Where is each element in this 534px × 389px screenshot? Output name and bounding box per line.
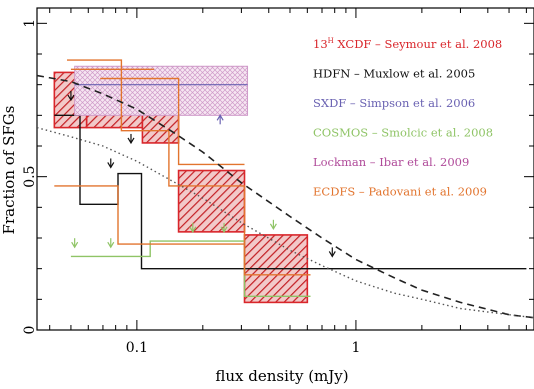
series-line (70, 240, 311, 297)
legend-entry: SXDF – Simpson et al. 2006 (313, 96, 475, 110)
limit-arrow (189, 222, 197, 234)
legend-entry: 13H XCDF – Seymour et al. 2008 (313, 37, 502, 51)
limit-arrow (127, 133, 135, 145)
plot-frame (36, 7, 534, 331)
limit-arrow (220, 222, 228, 234)
x-ticks: 0.1 1 (49, 8, 527, 356)
x-tick-label: 1 (351, 340, 360, 356)
legend-entry: Lockman – Ibar et al. 2009 (313, 155, 469, 169)
series-layer (37, 59, 534, 319)
data-box (74, 65, 249, 116)
limit-arrow (216, 114, 224, 125)
y-axis-label: Fraction of SFGs (0, 106, 18, 235)
y-ticks: 00.51 (22, 19, 534, 335)
legend-entry: ECDFS – Padovani et al. 2009 (313, 185, 487, 199)
y-tick-label: 0 (22, 326, 38, 335)
limit-arrow (67, 91, 75, 102)
model-curve (37, 74, 534, 319)
legend: 13H XCDF – Seymour et al. 2008 HDFN – Mux… (313, 37, 502, 199)
data-box (177, 169, 246, 233)
limit-arrow (107, 238, 115, 249)
limit-arrow (71, 238, 79, 249)
limit-arrow (107, 158, 115, 169)
limit-arrow (328, 247, 336, 258)
y-tick-label: 0.5 (22, 166, 38, 188)
series-line (100, 77, 245, 166)
series-line (54, 185, 245, 245)
limit-arrow (269, 219, 277, 230)
arrows-layer (67, 91, 336, 258)
series-line (67, 59, 311, 276)
y-tick-label: 1 (22, 19, 38, 28)
legend-entry: HDFN – Muxlow et al. 2005 (313, 67, 475, 81)
x-axis-label: flux density (mJy) (215, 367, 348, 385)
x-tick-label: 0.1 (126, 340, 148, 356)
model-curve (37, 126, 534, 319)
legend-entry: COSMOS – Smolcic et al. 2008 (313, 126, 493, 140)
